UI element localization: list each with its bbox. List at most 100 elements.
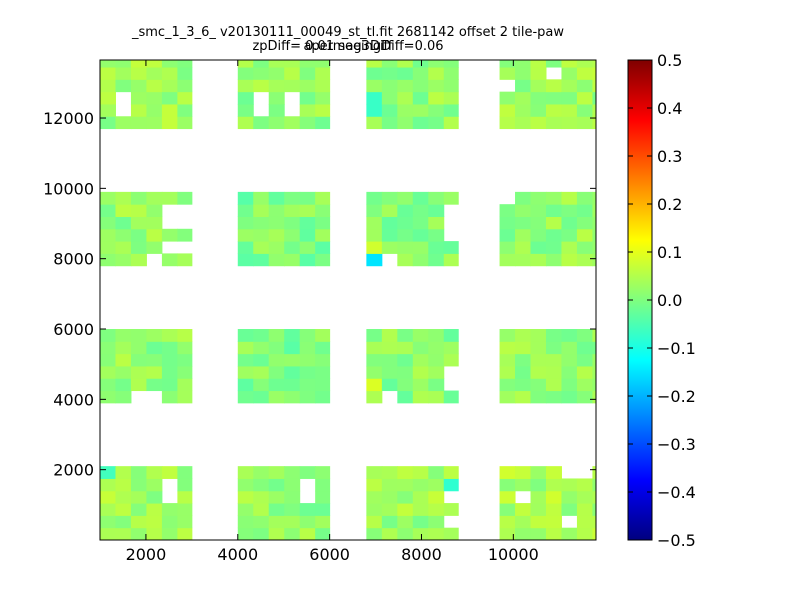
heatmap-cell [237, 116, 254, 130]
heatmap-cell [592, 503, 597, 516]
heatmap-cell [315, 365, 331, 379]
heatmap-cell [237, 515, 254, 529]
heatmap-cell [592, 329, 597, 342]
heatmap-cell [177, 116, 193, 130]
heatmap-cell [299, 329, 316, 342]
heatmap-cell [515, 67, 532, 80]
heatmap-cell [545, 216, 562, 230]
heatmap-cell [130, 329, 147, 342]
heatmap-cell [253, 191, 270, 205]
heatmap-cell [428, 116, 445, 130]
heatmap-cell [592, 490, 597, 504]
colorbar: 0.5 0.4 0.3 0.2 0.1 0.0 −0.1 −0.2 −0.3 −0.4 −0.5 [627, 51, 696, 550]
heatmap-cell [366, 91, 383, 105]
heatmap-cell [397, 60, 414, 68]
heatmap-cell [443, 353, 459, 367]
heatmap-cell [161, 228, 178, 242]
heatmap-cell [268, 79, 285, 93]
heatmap-cell [576, 503, 593, 516]
heatmap-cell [284, 466, 301, 479]
heatmap-cell [115, 466, 132, 479]
heatmap-cell [130, 67, 147, 80]
heatmap-cell [161, 378, 178, 392]
heatmap-cell [381, 490, 398, 504]
heatmap-cell [100, 103, 116, 117]
heatmap-cell [443, 253, 459, 267]
heatmap-cell [366, 204, 383, 217]
heatmap-cell [299, 515, 316, 529]
heatmap-cell [237, 390, 254, 404]
heatmap-cell [253, 527, 270, 541]
heatmap-cell [315, 228, 331, 242]
heatmap-cell [161, 341, 178, 355]
heatmap-cell [561, 527, 578, 541]
heatmap-cell [576, 515, 593, 529]
heatmap-cell [545, 466, 562, 479]
heatmap-cell [299, 103, 316, 117]
heatmap-cell [115, 515, 132, 529]
heatmap-cell [428, 216, 445, 230]
heatmap-cell [592, 478, 597, 492]
heatmap-cell [412, 228, 429, 242]
heatmap-cell [576, 253, 593, 267]
heatmap-cell [253, 490, 270, 504]
heatmap-cell [268, 490, 285, 504]
heatmap-cell [315, 191, 331, 205]
heatmap-cell [268, 365, 285, 379]
heatmap-cell [253, 353, 270, 367]
heatmap-cell [284, 490, 301, 504]
heatmap-cell [161, 466, 178, 479]
heatmap-cell [299, 91, 316, 105]
heatmap-cell [366, 60, 383, 68]
heatmap-cell [561, 378, 578, 392]
heatmap-cell [253, 515, 270, 529]
heatmap-cell [315, 527, 331, 541]
heatmap-cell [515, 191, 532, 205]
heatmap-cell [100, 91, 116, 105]
heatmap-cell [530, 515, 547, 529]
heatmap-cell [397, 204, 414, 217]
heatmap-cell [299, 204, 316, 217]
heatmap-cell [366, 329, 383, 342]
heatmap-cell [100, 241, 116, 254]
heatmap-cell [315, 378, 331, 392]
heatmap-cell [366, 353, 383, 367]
heatmap-cell [412, 527, 429, 541]
heatmap-cell [381, 103, 398, 117]
heatmap-cell [561, 490, 578, 504]
heatmap-cell [237, 353, 254, 367]
colorbar-tick-label: −0.1 [657, 339, 696, 358]
heatmap-cell [177, 191, 193, 205]
heatmap-cell [130, 341, 147, 355]
heatmap-cell [545, 204, 562, 217]
heatmap-cell [366, 341, 383, 355]
heatmap-cell [268, 341, 285, 355]
heatmap-cell [177, 527, 193, 541]
heatmap-cell [428, 228, 445, 242]
heatmap-cell [428, 353, 445, 367]
heatmap-cell [530, 478, 547, 492]
heatmap-cell [177, 60, 193, 68]
heatmap-cell [515, 341, 532, 355]
heatmap-cell [592, 253, 597, 267]
heatmap-cell [237, 79, 254, 93]
heatmap-cell [397, 378, 414, 392]
heatmap-cell [100, 67, 116, 80]
heatmap-cell [397, 503, 414, 516]
heatmap-cell [299, 390, 316, 404]
heatmap-cell [115, 67, 132, 80]
heatmap-cell [366, 478, 383, 492]
heatmap-cell [397, 103, 414, 117]
heatmap-cell [115, 390, 132, 404]
heatmap-cell [115, 216, 132, 230]
heatmap-cell [284, 216, 301, 230]
heatmap-cell [146, 466, 163, 479]
heatmap-cell [115, 478, 132, 492]
heatmap-cell [130, 204, 147, 217]
heatmap-cell [115, 228, 132, 242]
heatmap-cell [253, 241, 270, 254]
heatmap-cell [545, 341, 562, 355]
heatmap-cell [130, 241, 147, 254]
heatmap-cell [237, 490, 254, 504]
heatmap-cell [443, 241, 459, 254]
